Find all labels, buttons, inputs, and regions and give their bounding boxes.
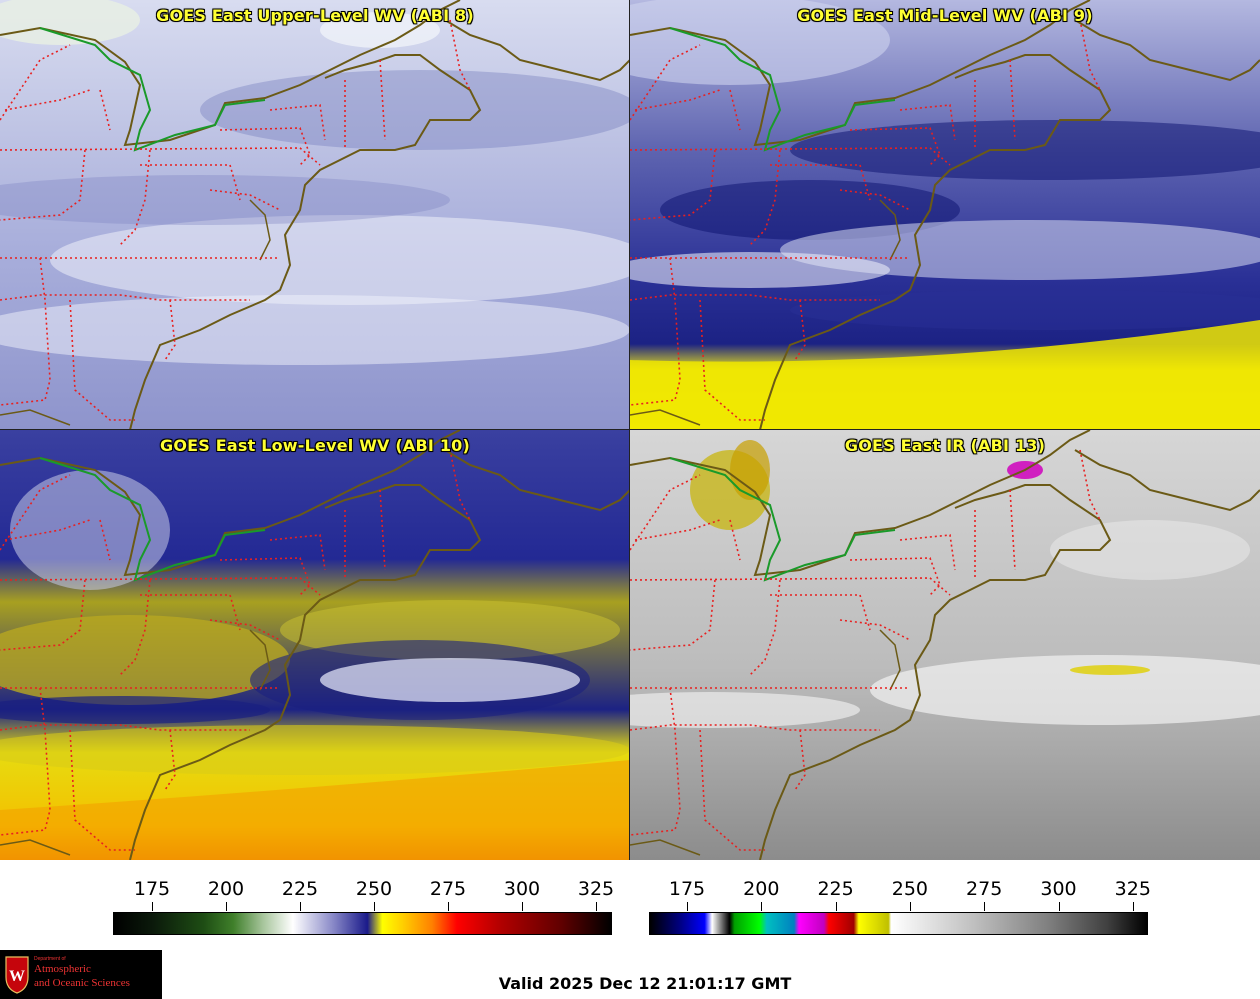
colorbar-wv-ticks: 175 200 225 250 275 300 325 bbox=[0, 878, 630, 911]
panel-mid-level-wv: GOES East Mid-Level WV (ABI 9) bbox=[630, 0, 1260, 430]
colorbar-tick-mark bbox=[152, 902, 153, 911]
colorbar-wv: 175 200 225 250 275 300 325 bbox=[0, 878, 630, 935]
colorbar-tick-mark bbox=[835, 902, 837, 911]
colorbar-tick-label: 275 bbox=[429, 878, 467, 900]
valid-time: Valid 2025 Dec 12 21:01:17 GMT bbox=[498, 974, 792, 993]
colorbar-wv-scale bbox=[113, 912, 612, 935]
logo-line2: and Oceanic Sciences bbox=[34, 977, 130, 989]
uw-crest-icon: W bbox=[5, 956, 29, 994]
panel-title: GOES East Mid-Level WV (ABI 9) bbox=[797, 6, 1093, 25]
colorbar-tick-label: 200 bbox=[743, 878, 780, 900]
logo-dept-text: Department of bbox=[34, 956, 66, 962]
svg-text:W: W bbox=[9, 968, 25, 985]
satellite-image-ir bbox=[630, 430, 1260, 860]
satellite-image-low-wv bbox=[0, 430, 630, 860]
colorbar-tick-label: 225 bbox=[817, 878, 854, 900]
satellite-image-upper-wv bbox=[0, 0, 630, 430]
panel-upper-level-wv: GOES East Upper-Level WV (ABI 8) bbox=[0, 0, 630, 430]
colorbar-tick-label: 275 bbox=[966, 878, 1003, 900]
colorbar-tick-label: 250 bbox=[355, 878, 393, 900]
colorbar-tick-mark bbox=[226, 902, 227, 911]
colorbar-tick-label: 325 bbox=[577, 878, 615, 900]
colorbar-tick-label: 175 bbox=[133, 878, 171, 900]
colorbar-tick-mark bbox=[596, 902, 597, 911]
colorbar-tick-label: 200 bbox=[207, 878, 245, 900]
colorbar-tick-mark bbox=[300, 902, 301, 911]
colorbar-tick-mark bbox=[687, 902, 688, 911]
panel-title: GOES East IR (ABI 13) bbox=[844, 436, 1046, 455]
colorbar-ir: 175 200 225 250 275 300 325 bbox=[0, 878, 1260, 935]
panel-title: GOES East Upper-Level WV (ABI 8) bbox=[156, 6, 474, 25]
panel-low-level-wv: GOES East Low-Level WV (ABI 10) bbox=[0, 430, 630, 860]
colorbar-tick-mark bbox=[909, 902, 911, 911]
colorbar-ir-scale bbox=[649, 912, 1148, 935]
colorbar-tick-label: 250 bbox=[891, 878, 929, 900]
colorbar-tick-label: 300 bbox=[503, 878, 541, 900]
colorbar-tick-mark bbox=[984, 902, 986, 911]
logo-line1: Atmospheric bbox=[34, 963, 91, 975]
panel-divider-horizontal bbox=[0, 429, 1260, 430]
colorbar-tick-mark bbox=[522, 902, 523, 911]
panel-ir: GOES East IR (ABI 13) bbox=[630, 430, 1260, 860]
colorbar-tick-label: 325 bbox=[1114, 878, 1151, 900]
colorbar-tick-label: 225 bbox=[281, 878, 319, 900]
panel-title: GOES East Low-Level WV (ABI 10) bbox=[159, 436, 470, 455]
aos-logo: W Department of Atmospheric and Oceanic … bbox=[0, 950, 162, 999]
colorbar-tick-mark bbox=[1132, 902, 1134, 911]
colorbar-tick-label: 300 bbox=[1040, 878, 1077, 900]
colorbar-tick-mark bbox=[374, 902, 375, 911]
colorbar-ir-ticks: 175 200 225 250 275 300 325 bbox=[0, 878, 1260, 911]
colorbar-tick-mark bbox=[761, 902, 763, 911]
panel-divider-vertical bbox=[629, 0, 630, 860]
colorbar-tick-mark bbox=[448, 902, 449, 911]
colorbar-tick-mark bbox=[1058, 902, 1060, 911]
satellite-image-mid-wv bbox=[630, 0, 1260, 430]
colorbar-tick-label: 175 bbox=[668, 878, 706, 900]
